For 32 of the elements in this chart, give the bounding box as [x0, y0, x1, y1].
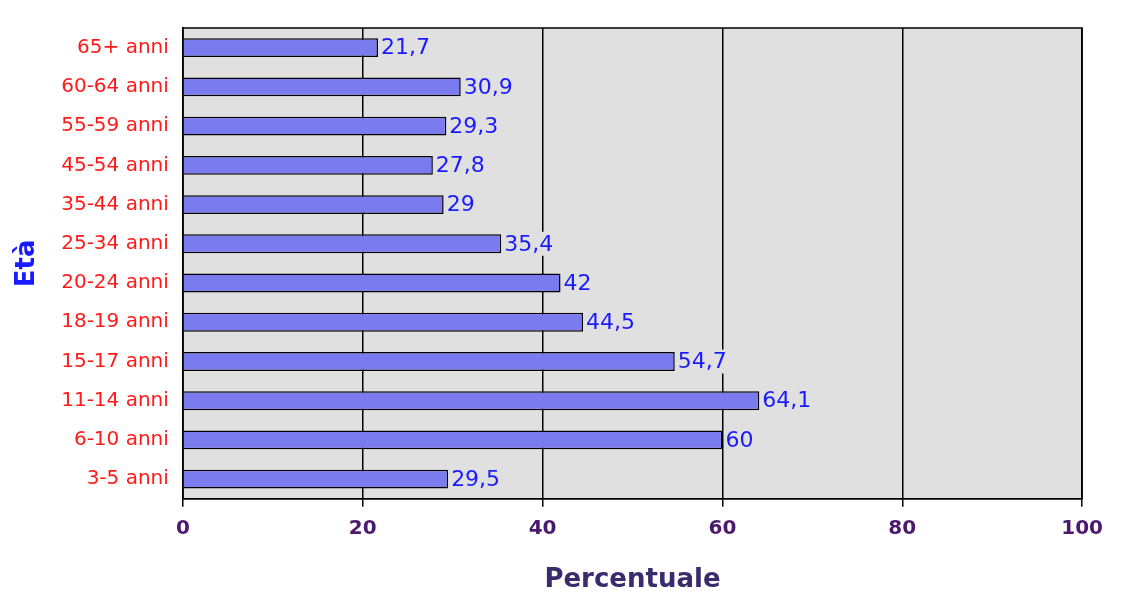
y-tick-label: 6-10 anni — [73, 426, 169, 451]
y-tick-label: 15-17 anni — [61, 347, 169, 372]
x-tick-label: 80 — [888, 515, 917, 539]
y-axis-title: Età — [10, 239, 41, 288]
y-tick-label: 65+ anni — [77, 33, 169, 58]
y-tick-label: 55-59 anni — [61, 112, 169, 137]
data-label: 29,3 — [449, 112, 499, 138]
x-tick-label: 60 — [708, 515, 737, 539]
data-label: 21,7 — [380, 34, 430, 60]
data-label: 29 — [446, 191, 475, 217]
x-axis-title: Percentuale — [544, 563, 721, 594]
y-tick-label: 20-24 anni — [61, 269, 169, 294]
x-tick-label: 0 — [175, 515, 190, 539]
data-label: 54,7 — [677, 348, 727, 374]
y-tick-label: 45-54 anni — [61, 151, 169, 176]
y-tick-label: 35-44 anni — [61, 190, 169, 215]
y-tick-label: 11-14 anni — [61, 386, 169, 411]
y-tick-label: 60-64 anni — [61, 73, 169, 98]
y-tick-label: 18-19 anni — [61, 308, 169, 333]
data-label: 30,9 — [463, 73, 513, 99]
y-tick-label: 25-34 anni — [61, 229, 169, 254]
data-label: 29,5 — [451, 465, 501, 491]
x-tick-label: 100 — [1061, 515, 1103, 539]
data-label: 64,1 — [762, 387, 812, 413]
data-label: 35,4 — [504, 230, 554, 256]
x-tick-label: 40 — [528, 515, 557, 539]
data-label: 42 — [563, 269, 592, 295]
data-label: 27,8 — [435, 152, 485, 178]
data-label: 60 — [725, 426, 754, 452]
data-label: 44,5 — [586, 308, 635, 334]
y-tick-label: 3-5 anni — [86, 465, 169, 490]
x-tick-label: 20 — [348, 515, 377, 539]
